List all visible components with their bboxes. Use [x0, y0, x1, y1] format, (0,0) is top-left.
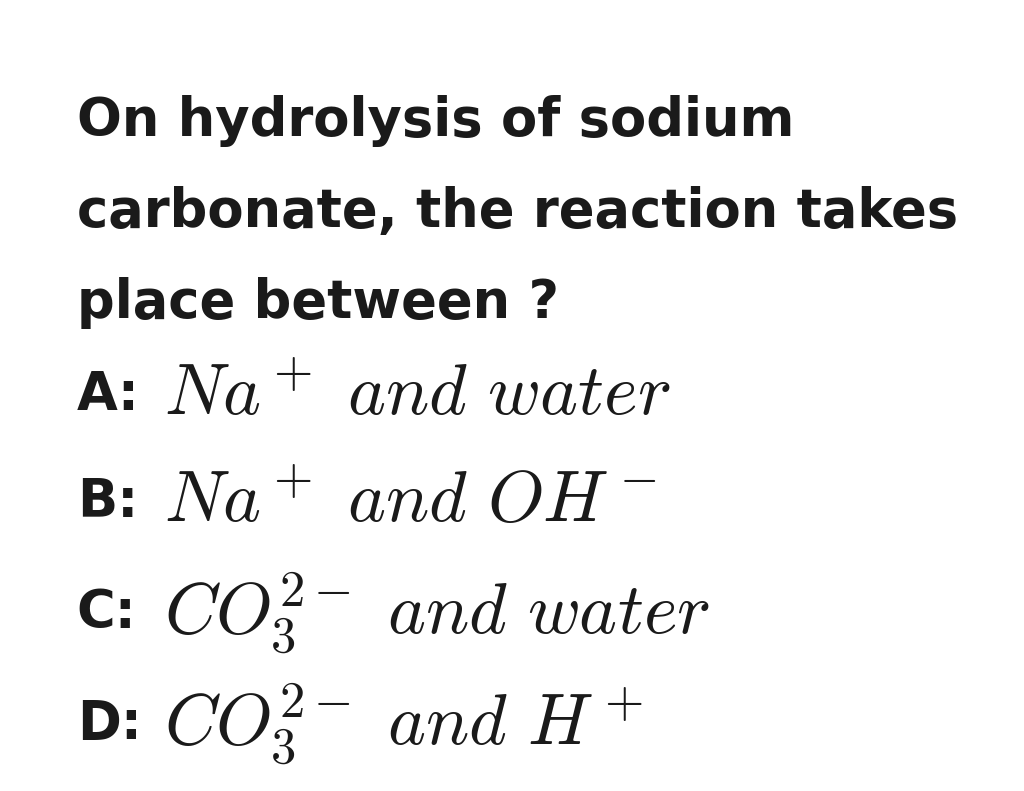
Text: $\mathit{Na}^+\mathit{\ and\ water}$: $\mathit{Na}^+\mathit{\ and\ water}$ — [164, 361, 671, 430]
Text: On hydrolysis of sodium: On hydrolysis of sodium — [77, 95, 795, 147]
Text: B:: B: — [77, 476, 138, 528]
Text: $\mathit{Na}^+\mathit{\ and\ }OH^-$: $\mathit{Na}^+\mathit{\ and\ }OH^-$ — [164, 467, 656, 537]
Text: $\mathit{CO}_3^{2-}\mathit{\ and\ }H^+$: $\mathit{CO}_3^{2-}\mathit{\ and\ }H^+$ — [164, 681, 643, 766]
Text: D:: D: — [77, 698, 141, 750]
Text: $\mathit{CO}_3^{2-}\mathit{\ and\ water}$: $\mathit{CO}_3^{2-}\mathit{\ and\ water}… — [164, 570, 710, 656]
Text: carbonate, the reaction takes: carbonate, the reaction takes — [77, 186, 957, 238]
Text: A:: A: — [77, 369, 139, 422]
Text: place between ?: place between ? — [77, 277, 559, 329]
Text: C:: C: — [77, 587, 136, 639]
